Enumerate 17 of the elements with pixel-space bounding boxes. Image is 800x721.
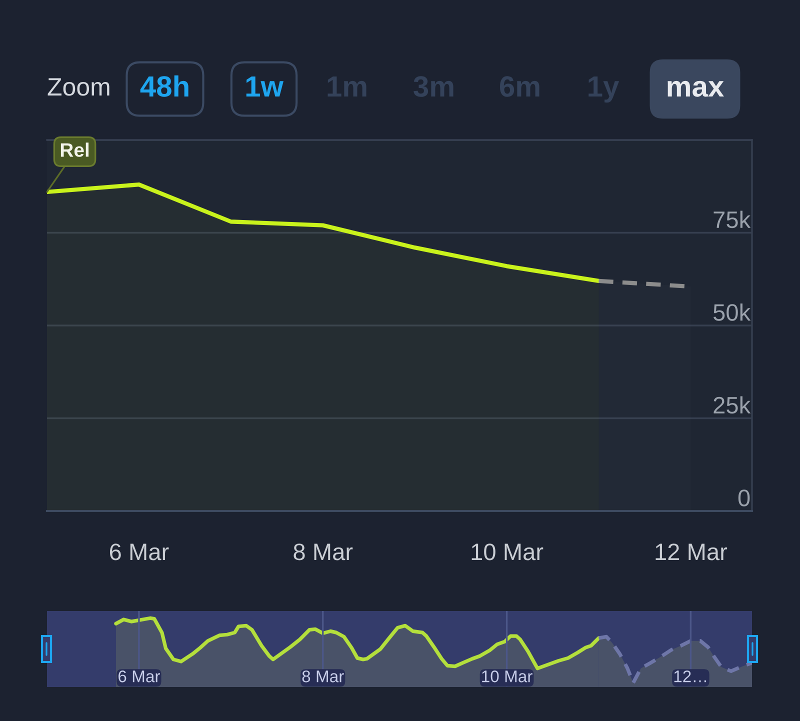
x-tick-label: 10 Mar: [472, 544, 544, 560]
x-tick-label: 8 Mar: [294, 544, 353, 560]
text: max: [668, 80, 724, 97]
y-tick-label: 75k: [714, 210, 751, 228]
y-tick-label: 25k: [714, 396, 751, 414]
text: Zoom: [48, 78, 110, 96]
text: 48h: [140, 75, 188, 97]
x-tick-label: 12 Mar: [656, 544, 728, 560]
x-tick-label: 6 Mar: [110, 544, 169, 560]
y-tick-label: 0: [738, 490, 750, 506]
x-tick-label: 12…: [674, 670, 706, 682]
x-tick-label: 6 Mar: [118, 670, 160, 682]
text: 1w: [246, 76, 284, 97]
annotation: Rel: [60, 142, 89, 157]
x-tick-label: 10 Mar: [482, 670, 532, 682]
x-tick-label: 8 Mar: [302, 670, 344, 682]
y-tick-label: 50k: [713, 303, 751, 321]
